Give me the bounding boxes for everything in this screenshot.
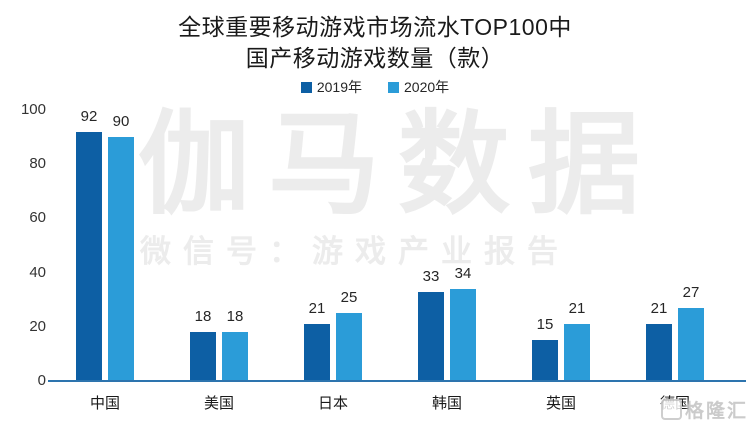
bar-value-label: 92 xyxy=(80,108,98,125)
bar-series1-cat4 xyxy=(564,324,590,381)
chart-title-line2: 国产移动游戏数量（款） xyxy=(245,45,505,71)
chart-title-line1: 全球重要移动游戏市场流水TOP100中 xyxy=(178,14,572,40)
y-axis-tick-label: 100 xyxy=(20,101,46,118)
bar-series0-cat1 xyxy=(190,332,216,381)
x-axis-category-label: 中国 xyxy=(89,395,120,412)
bar-series0-cat2 xyxy=(304,324,330,381)
bar-value-label: 25 xyxy=(340,289,358,306)
legend-label-2019: 2019年 xyxy=(316,79,362,95)
watermark-subtext: 微信号：游戏产业报告 xyxy=(140,234,570,269)
bar-value-label: 21 xyxy=(308,300,326,317)
bar-series1-cat0 xyxy=(108,137,134,381)
x-axis-category-label: 日本 xyxy=(317,395,348,412)
y-axis-tick-label: 60 xyxy=(29,209,46,227)
x-axis-category-label: 英国 xyxy=(545,395,576,412)
bar-value-label: 90 xyxy=(112,113,130,130)
bar-value-label: 21 xyxy=(650,300,668,317)
bar-series0-cat0 xyxy=(76,132,102,381)
corner-logo: 格隆汇 xyxy=(660,396,748,423)
bar-value-label: 33 xyxy=(422,268,440,285)
y-axis-tick-label: 80 xyxy=(29,155,46,173)
corner-logo-icon xyxy=(660,399,682,420)
legend-item-2020: 2020年 xyxy=(388,77,449,97)
bar-series0-cat4 xyxy=(532,340,558,381)
bar-value-label: 27 xyxy=(682,284,700,301)
corner-logo-text: 格隆汇 xyxy=(684,401,748,422)
y-axis-tick-label: 40 xyxy=(29,263,46,281)
bar-value-label: 21 xyxy=(568,300,586,317)
bar-value-label: 34 xyxy=(454,265,472,282)
x-axis-category-label: 美国 xyxy=(203,395,234,412)
y-axis-tick-label: 20 xyxy=(29,317,46,335)
bar-series0-cat3 xyxy=(418,292,444,381)
legend: 2019年 2020年 xyxy=(0,78,750,96)
legend-label-2020: 2020年 xyxy=(404,79,450,95)
bar-series1-cat1 xyxy=(222,332,248,381)
legend-swatch-2019-icon xyxy=(300,81,312,93)
bar-series1-cat5 xyxy=(678,308,704,381)
bar-value-label: 18 xyxy=(194,308,212,325)
bar-series1-cat3 xyxy=(450,289,476,381)
legend-swatch-2020-icon xyxy=(388,81,399,93)
x-axis-category-label: 韩国 xyxy=(431,395,462,412)
bar-value-label: 15 xyxy=(536,316,554,333)
bar-series1-cat2 xyxy=(336,313,362,381)
y-axis-tick-label: 0 xyxy=(37,372,46,389)
bar-series0-cat5 xyxy=(646,324,672,381)
bar-value-label: 18 xyxy=(226,308,244,325)
watermark-text: 伽马数据 xyxy=(138,102,658,227)
legend-item-2019: 2019年 xyxy=(300,77,362,97)
x-axis-line xyxy=(48,380,746,382)
